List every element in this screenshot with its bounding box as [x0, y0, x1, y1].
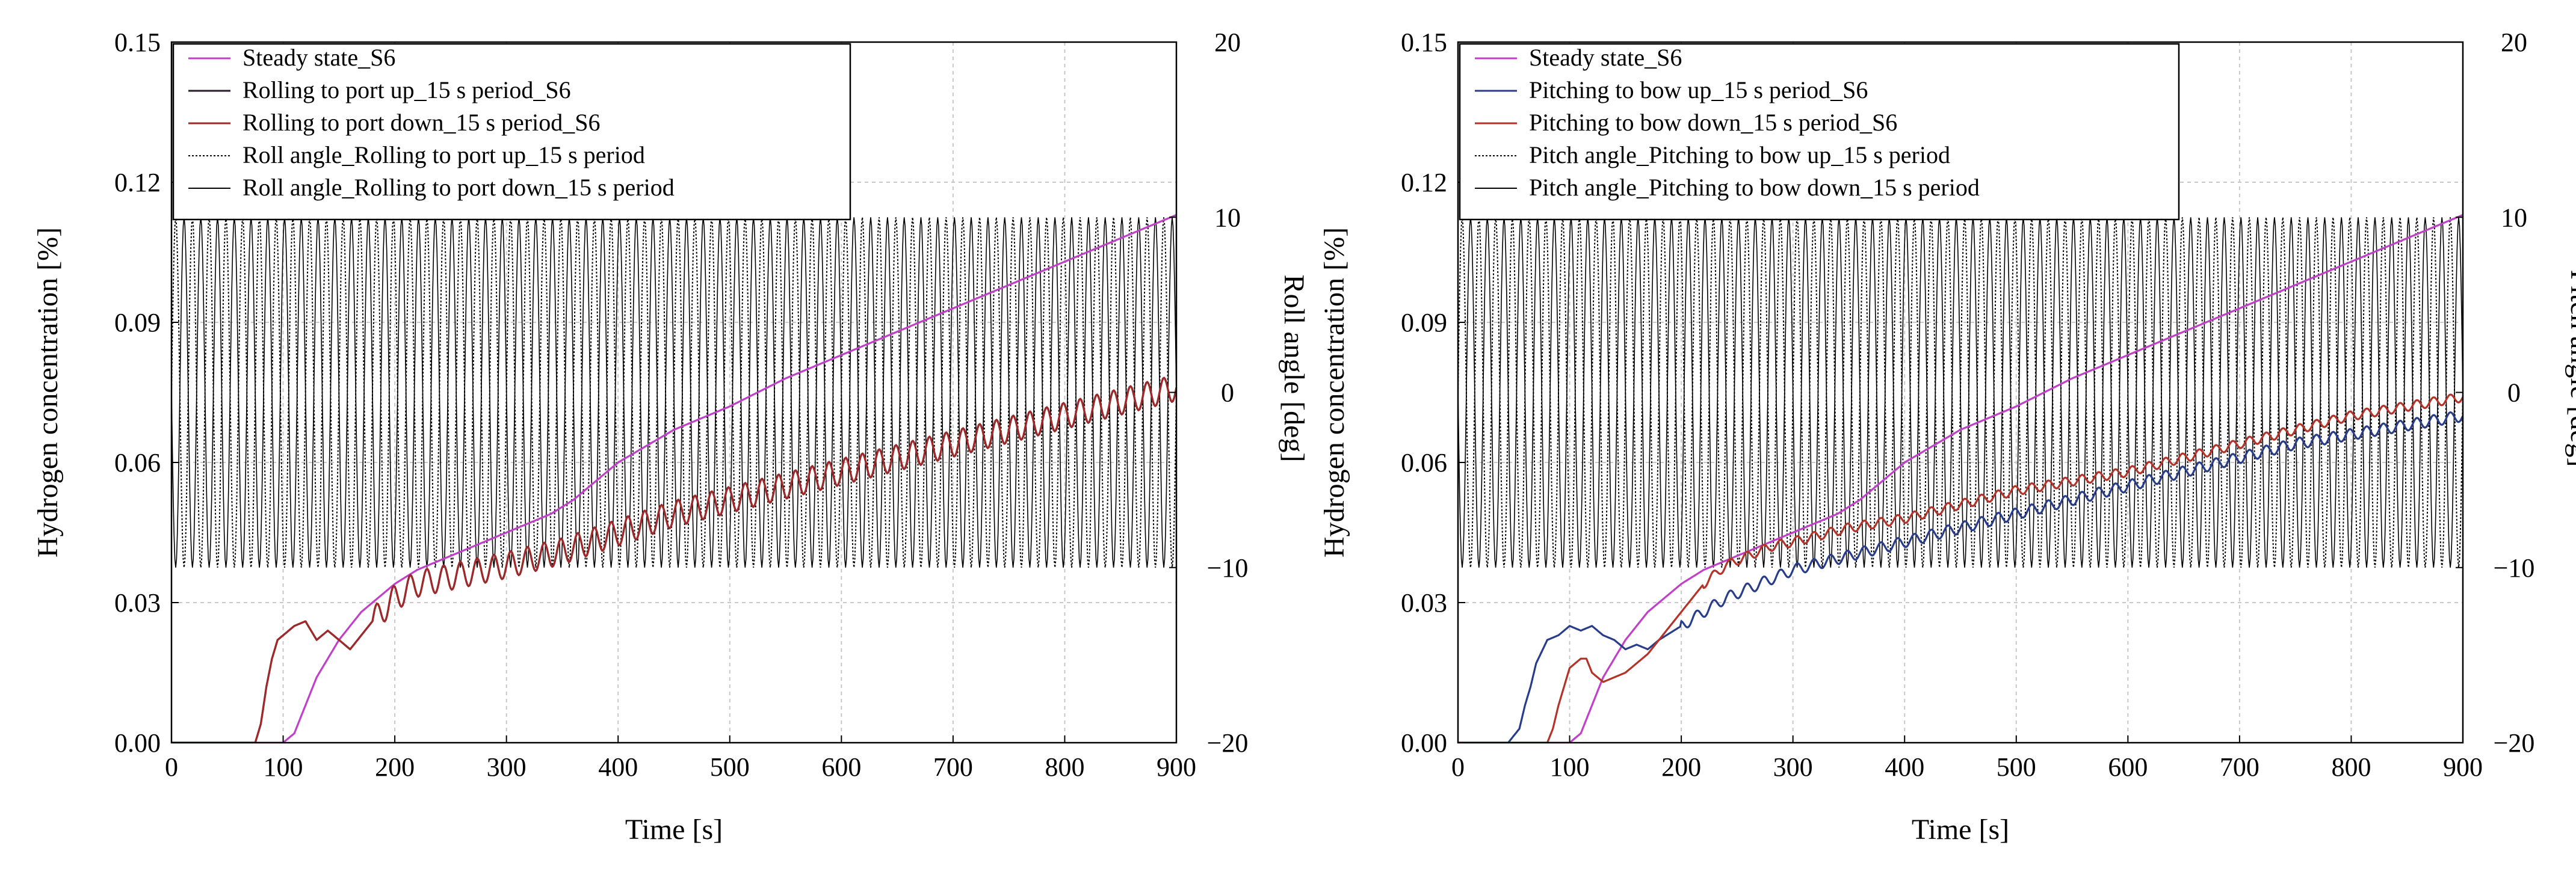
y2-tick-label: 10: [1214, 203, 1241, 232]
y2-tick-label: 0: [2507, 378, 2521, 408]
x-tick-label: 500: [710, 752, 750, 782]
legend-label-2: Pitching to bow up_15 s period_S6: [1529, 76, 1868, 103]
y-axis-label: Hydrogen concentration [%]: [32, 227, 64, 557]
y-tick-label: 0.00: [114, 728, 161, 758]
y2-tick-label: 0: [1221, 378, 1234, 408]
x-tick-label: 600: [2108, 752, 2148, 782]
y2-tick-label: −10: [1207, 553, 1249, 583]
y-tick-label: 0.03: [1401, 588, 1447, 618]
y2-tick-label: 10: [2501, 203, 2527, 232]
y2-axis-label: Roll angle [deg]: [1278, 275, 1310, 462]
series-line-5: [1458, 217, 2463, 568]
y2-axis-label: Pitch angle [deg]: [2565, 270, 2576, 467]
y2-tick-label: −10: [2494, 553, 2535, 583]
x-tick-label: 100: [264, 752, 303, 782]
x-tick-label: 800: [1045, 752, 1084, 782]
y-tick-label: 0.15: [1401, 28, 1447, 57]
legend-label-4: Roll angle_Rolling to port up_15 s perio…: [242, 141, 645, 168]
legend-box: [1459, 43, 2180, 221]
x-tick-label: 500: [1997, 752, 2036, 782]
legend-label-1: Steady state_S6: [1529, 44, 1682, 71]
y2-tick-label: 20: [2501, 28, 2527, 57]
plot-area: [171, 213, 1176, 743]
legend-label-1: Steady state_S6: [242, 44, 395, 71]
series-line-1: [1458, 213, 2463, 743]
x-tick-label: 0: [1451, 752, 1465, 782]
legend-label-2: Rolling to port up_15 s period_S6: [242, 76, 571, 103]
x-tick-label: 100: [1550, 752, 1590, 782]
legend-box: [172, 43, 851, 221]
series-line-1: [171, 213, 1176, 743]
legend-label-3: Rolling to port down_15 s period_S6: [242, 109, 600, 136]
y-axis-label: Hydrogen concentration [%]: [1318, 227, 1350, 557]
y-tick-label: 0.03: [114, 588, 161, 618]
plot-area: [1458, 213, 2463, 743]
series-line-2: [171, 376, 1176, 743]
y-tick-label: 0.00: [1401, 728, 1447, 758]
chart-panel-1: 0 100 200 300 400 500 600 700 800 9000.000.030.06…: [32, 28, 1310, 846]
x-axis-label: Time [s]: [625, 814, 723, 846]
x-tick-label: 700: [933, 752, 973, 782]
y-tick-label: 0.15: [114, 28, 161, 57]
y-tick-label: 0.06: [114, 448, 161, 477]
legend-label-5: Roll angle_Rolling to port down_15 s per…: [242, 174, 675, 201]
x-tick-label: 400: [598, 752, 638, 782]
x-tick-label: 400: [1885, 752, 1924, 782]
y-tick-label: 0.12: [1401, 168, 1447, 197]
x-tick-label: 300: [1773, 752, 1813, 782]
x-tick-label: 900: [2443, 752, 2483, 782]
y-tick-label: 0.09: [1401, 308, 1447, 337]
x-axis-label: Time [s]: [1912, 814, 2009, 846]
legend-label-4: Pitch angle_Pitching to bow up_15 s peri…: [1529, 141, 1950, 168]
y-tick-label: 0.06: [1401, 448, 1447, 477]
y-tick-label: 0.09: [114, 308, 161, 337]
x-tick-label: 300: [487, 752, 527, 782]
legend-label-3: Pitching to bow down_15 s period_S6: [1529, 109, 1897, 136]
x-tick-label: 800: [2331, 752, 2371, 782]
series-line-2: [1458, 411, 2463, 743]
series-line-3: [171, 376, 1176, 743]
y-tick-label: 0.12: [114, 168, 161, 197]
x-tick-label: 200: [1661, 752, 1701, 782]
y2-tick-label: −20: [2494, 728, 2535, 758]
series-line-5: [171, 217, 1176, 568]
x-tick-label: 200: [375, 752, 415, 782]
series-line-3: [1458, 393, 2463, 743]
legend-label-5: Pitch angle_Pitching to bow down_15 s pe…: [1529, 174, 1980, 201]
chart-panel-2: 0 100 200 300 400 500 600 700 800 9000.000.030.06…: [1318, 28, 2576, 846]
y2-tick-label: −20: [1207, 728, 1249, 758]
x-tick-label: 700: [2220, 752, 2259, 782]
x-tick-label: 0: [165, 752, 178, 782]
x-tick-label: 900: [1157, 752, 1196, 782]
y2-tick-label: 20: [1214, 28, 1241, 57]
x-tick-label: 600: [821, 752, 861, 782]
